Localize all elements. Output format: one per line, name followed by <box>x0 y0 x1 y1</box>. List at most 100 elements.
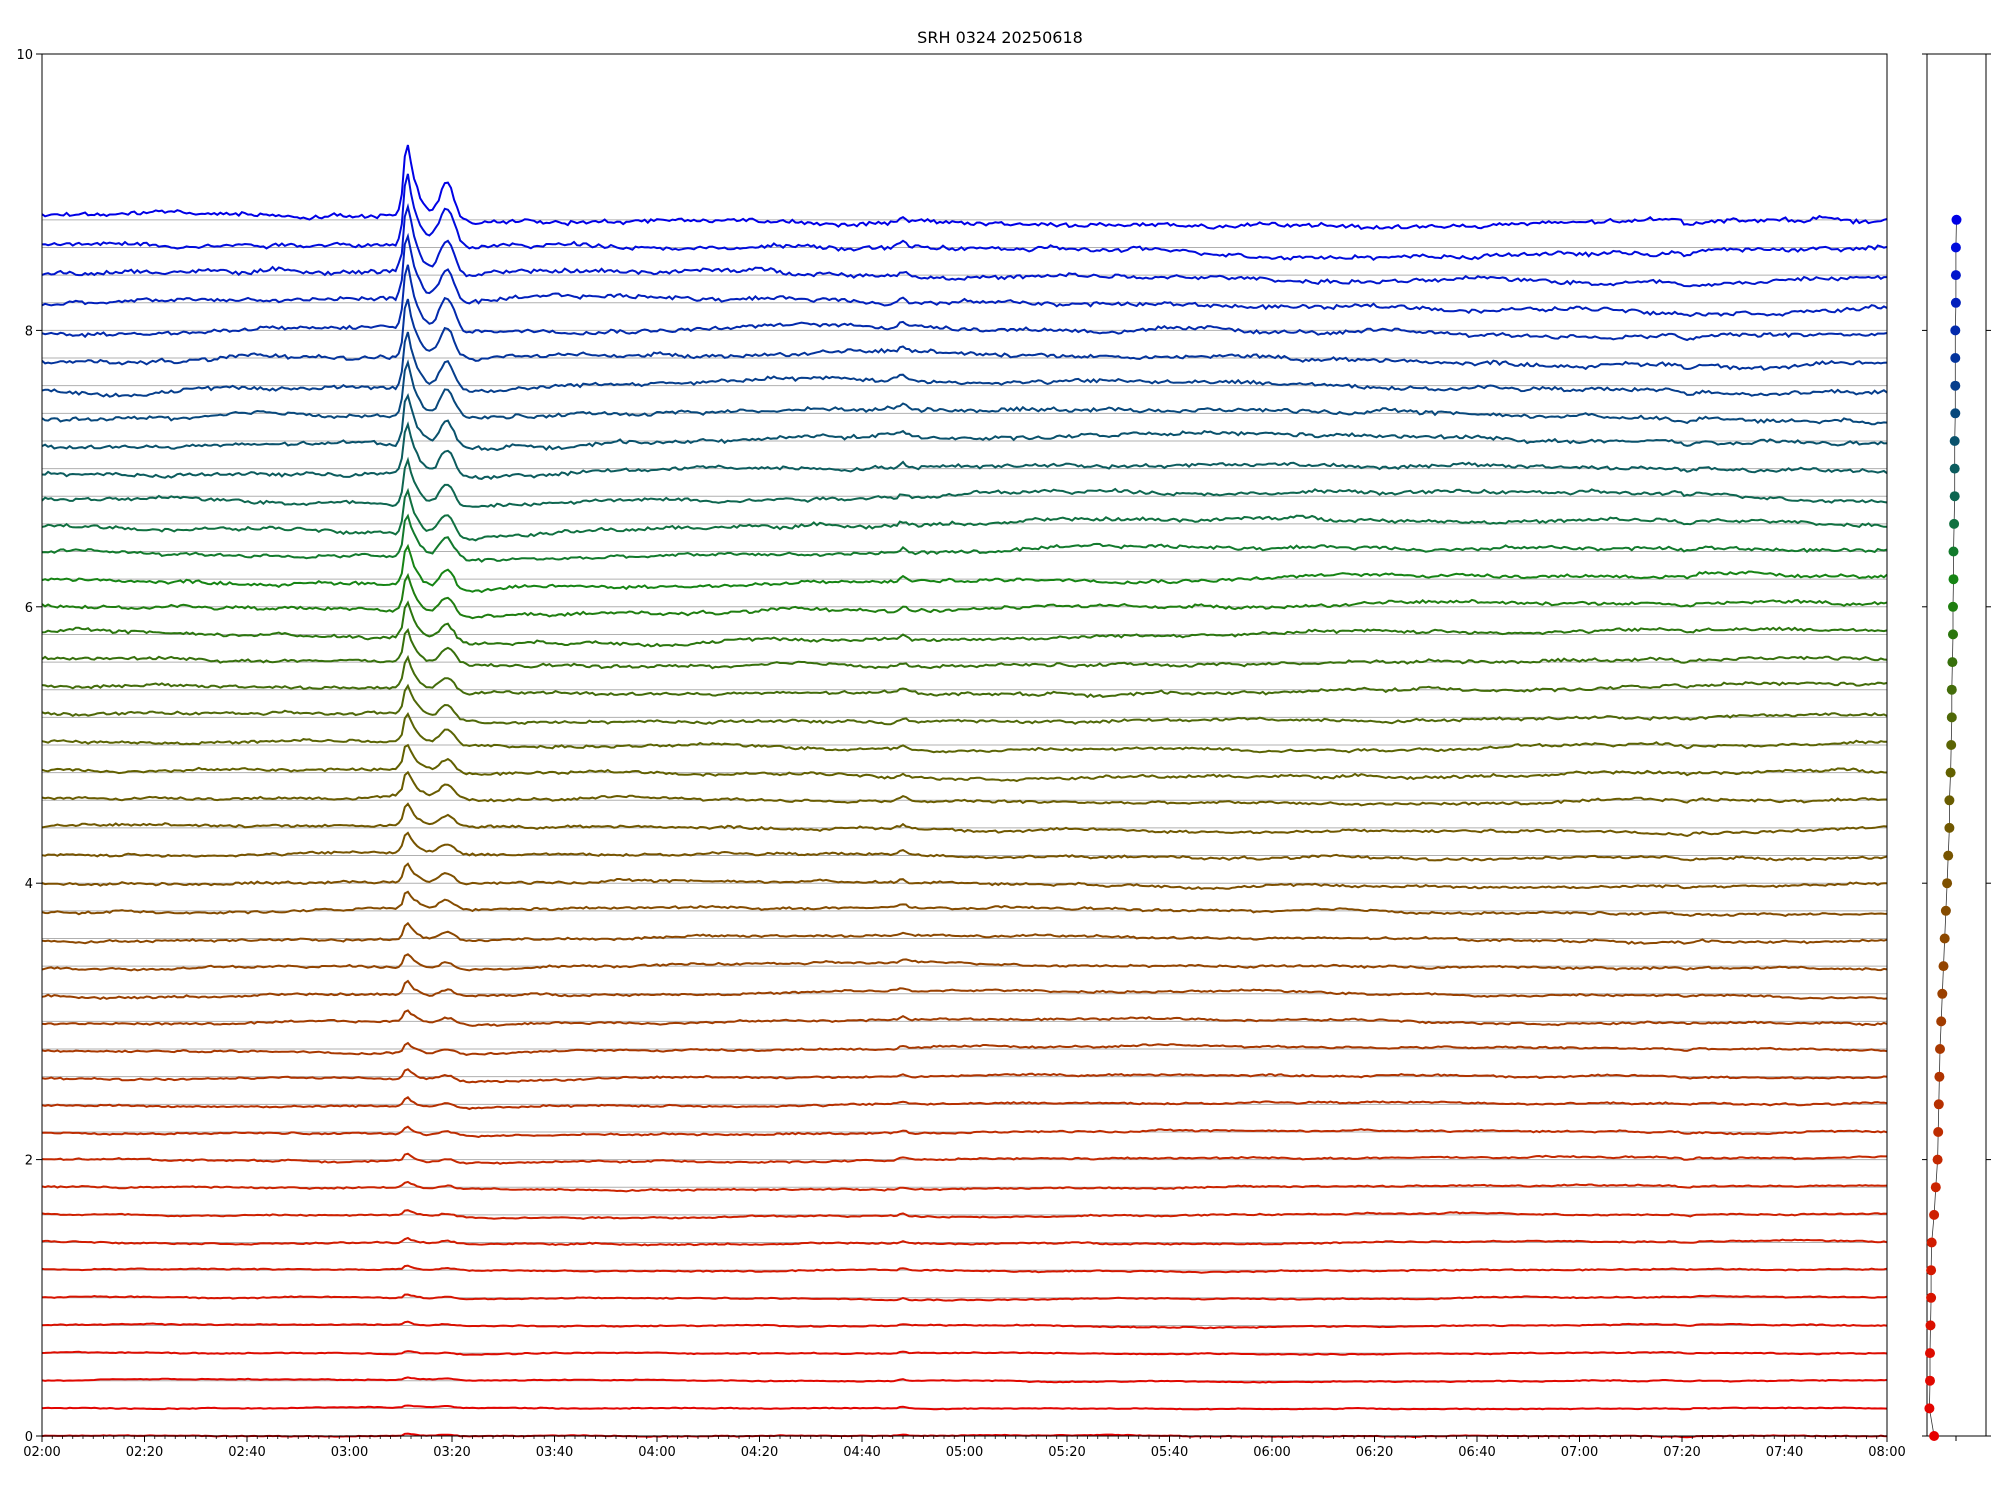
x-tick-label: 04:20 <box>741 1445 778 1460</box>
y-tick-label: 8 <box>25 324 33 339</box>
side-marker <box>1949 463 1960 474</box>
side-marker <box>1926 1292 1937 1303</box>
side-marker <box>1947 657 1958 668</box>
trace-line <box>41 1068 1888 1084</box>
side-marker <box>1940 905 1951 916</box>
side-marker <box>1925 1375 1935 1386</box>
trace-line <box>41 572 1888 620</box>
x-tick-label: 03:00 <box>331 1445 368 1460</box>
side-marker <box>1925 1348 1935 1359</box>
side-markers <box>1922 53 1991 1441</box>
main-axes: 02:00 02:20 02:40 03:00 03:20 03:40 04:00 04:20… <box>16 48 1905 1460</box>
trace-line <box>41 392 1888 452</box>
trace-line <box>41 202 1887 288</box>
trace-line <box>41 1009 1888 1027</box>
y-tick-label: 0 <box>25 1430 33 1445</box>
y-tick-label: 2 <box>25 1154 33 1169</box>
side-marker <box>1939 933 1950 944</box>
trace-line <box>41 173 1888 261</box>
x-tick-label: 02:20 <box>126 1445 163 1460</box>
side-marker <box>1933 1099 1944 1110</box>
trace-line <box>41 1404 1888 1411</box>
x-tick-label: 05:00 <box>946 1445 983 1460</box>
trace-line <box>41 1376 1888 1384</box>
side-marker <box>1950 380 1961 391</box>
side-marker <box>1950 353 1961 363</box>
trace-line <box>41 1236 1888 1247</box>
trace-line <box>41 921 1888 945</box>
trace-line <box>41 359 1888 426</box>
side-marker <box>1950 408 1961 419</box>
side-marker <box>1926 1265 1937 1276</box>
side-marker <box>1948 546 1959 557</box>
side-marker <box>1946 712 1957 723</box>
trace-line <box>41 627 1888 670</box>
trace-line <box>41 1293 1888 1302</box>
trace-line <box>41 543 1888 594</box>
side-marker <box>1944 795 1955 806</box>
side-marker <box>1935 1044 1945 1054</box>
trace-line <box>41 953 1888 972</box>
side-marker <box>1950 297 1961 308</box>
trace-line <box>41 456 1888 508</box>
trace-line <box>41 421 1888 480</box>
trace-line <box>41 831 1888 862</box>
x-tick-label: 06:00 <box>1253 1445 1290 1460</box>
side-marker <box>1925 1320 1936 1331</box>
x-tick-label: 07:00 <box>1561 1445 1598 1460</box>
x-tick-label: 04:40 <box>843 1445 880 1460</box>
trace-line <box>41 1180 1888 1193</box>
side-marker <box>1945 767 1956 778</box>
trace-line <box>41 711 1888 754</box>
trace-line <box>41 1320 1888 1330</box>
side-marker <box>1929 1209 1940 1220</box>
side-marker <box>1949 518 1960 529</box>
x-tick-label: 07:20 <box>1663 1445 1700 1460</box>
side-marker <box>1929 1431 1940 1441</box>
trace-line <box>41 1096 1888 1111</box>
trace-line <box>41 802 1888 838</box>
side-marker <box>1932 1154 1943 1165</box>
trace-line <box>41 298 1888 371</box>
trace-line <box>41 1125 1888 1139</box>
trace-line <box>41 232 1888 318</box>
x-tick-label: 02:40 <box>228 1445 265 1460</box>
side-marker <box>1950 270 1961 281</box>
x-tick-label: 05:40 <box>1151 1445 1188 1460</box>
trace-line <box>41 743 1888 783</box>
side-marker <box>1942 878 1953 889</box>
side-marker <box>1948 574 1959 585</box>
x-tick-label: 08:00 <box>1868 1445 1905 1460</box>
y-tick-label: 10 <box>16 48 33 63</box>
x-tick-label: 06:20 <box>1356 1445 1393 1460</box>
x-tick-label: 02:00 <box>23 1445 60 1460</box>
trace-line <box>41 862 1888 890</box>
side-marker <box>1943 850 1954 861</box>
side-marker <box>1937 988 1948 999</box>
side-marker <box>1946 740 1957 750</box>
trace-line <box>41 1209 1888 1220</box>
side-marker <box>1938 961 1949 972</box>
x-tick-label: 03:20 <box>433 1445 470 1460</box>
y-axis-ticks: 0 2 4 6 8 10 <box>16 48 42 1445</box>
trace-line <box>41 683 1888 726</box>
x-tick-label: 05:20 <box>1048 1445 1085 1460</box>
chart-title: SRH 0324 20250618 <box>917 28 1083 47</box>
side-marker <box>1936 1016 1947 1027</box>
trace-lines <box>41 144 1888 1439</box>
y-tick-label: 4 <box>25 877 33 892</box>
trace-line <box>41 654 1888 699</box>
trace-line <box>41 979 1888 1000</box>
trace-line <box>41 1041 1888 1056</box>
trace-line <box>41 600 1888 648</box>
y-tick-label: 6 <box>25 601 33 616</box>
trace-line <box>41 487 1888 542</box>
side-marker <box>1924 1403 1935 1414</box>
side-marker <box>1949 436 1960 446</box>
side-marker <box>1946 684 1957 695</box>
x-tick-label: 04:00 <box>638 1445 675 1460</box>
side-marker <box>1949 491 1960 502</box>
x-tick-label: 06:40 <box>1458 1445 1495 1460</box>
side-marker <box>1950 325 1961 336</box>
